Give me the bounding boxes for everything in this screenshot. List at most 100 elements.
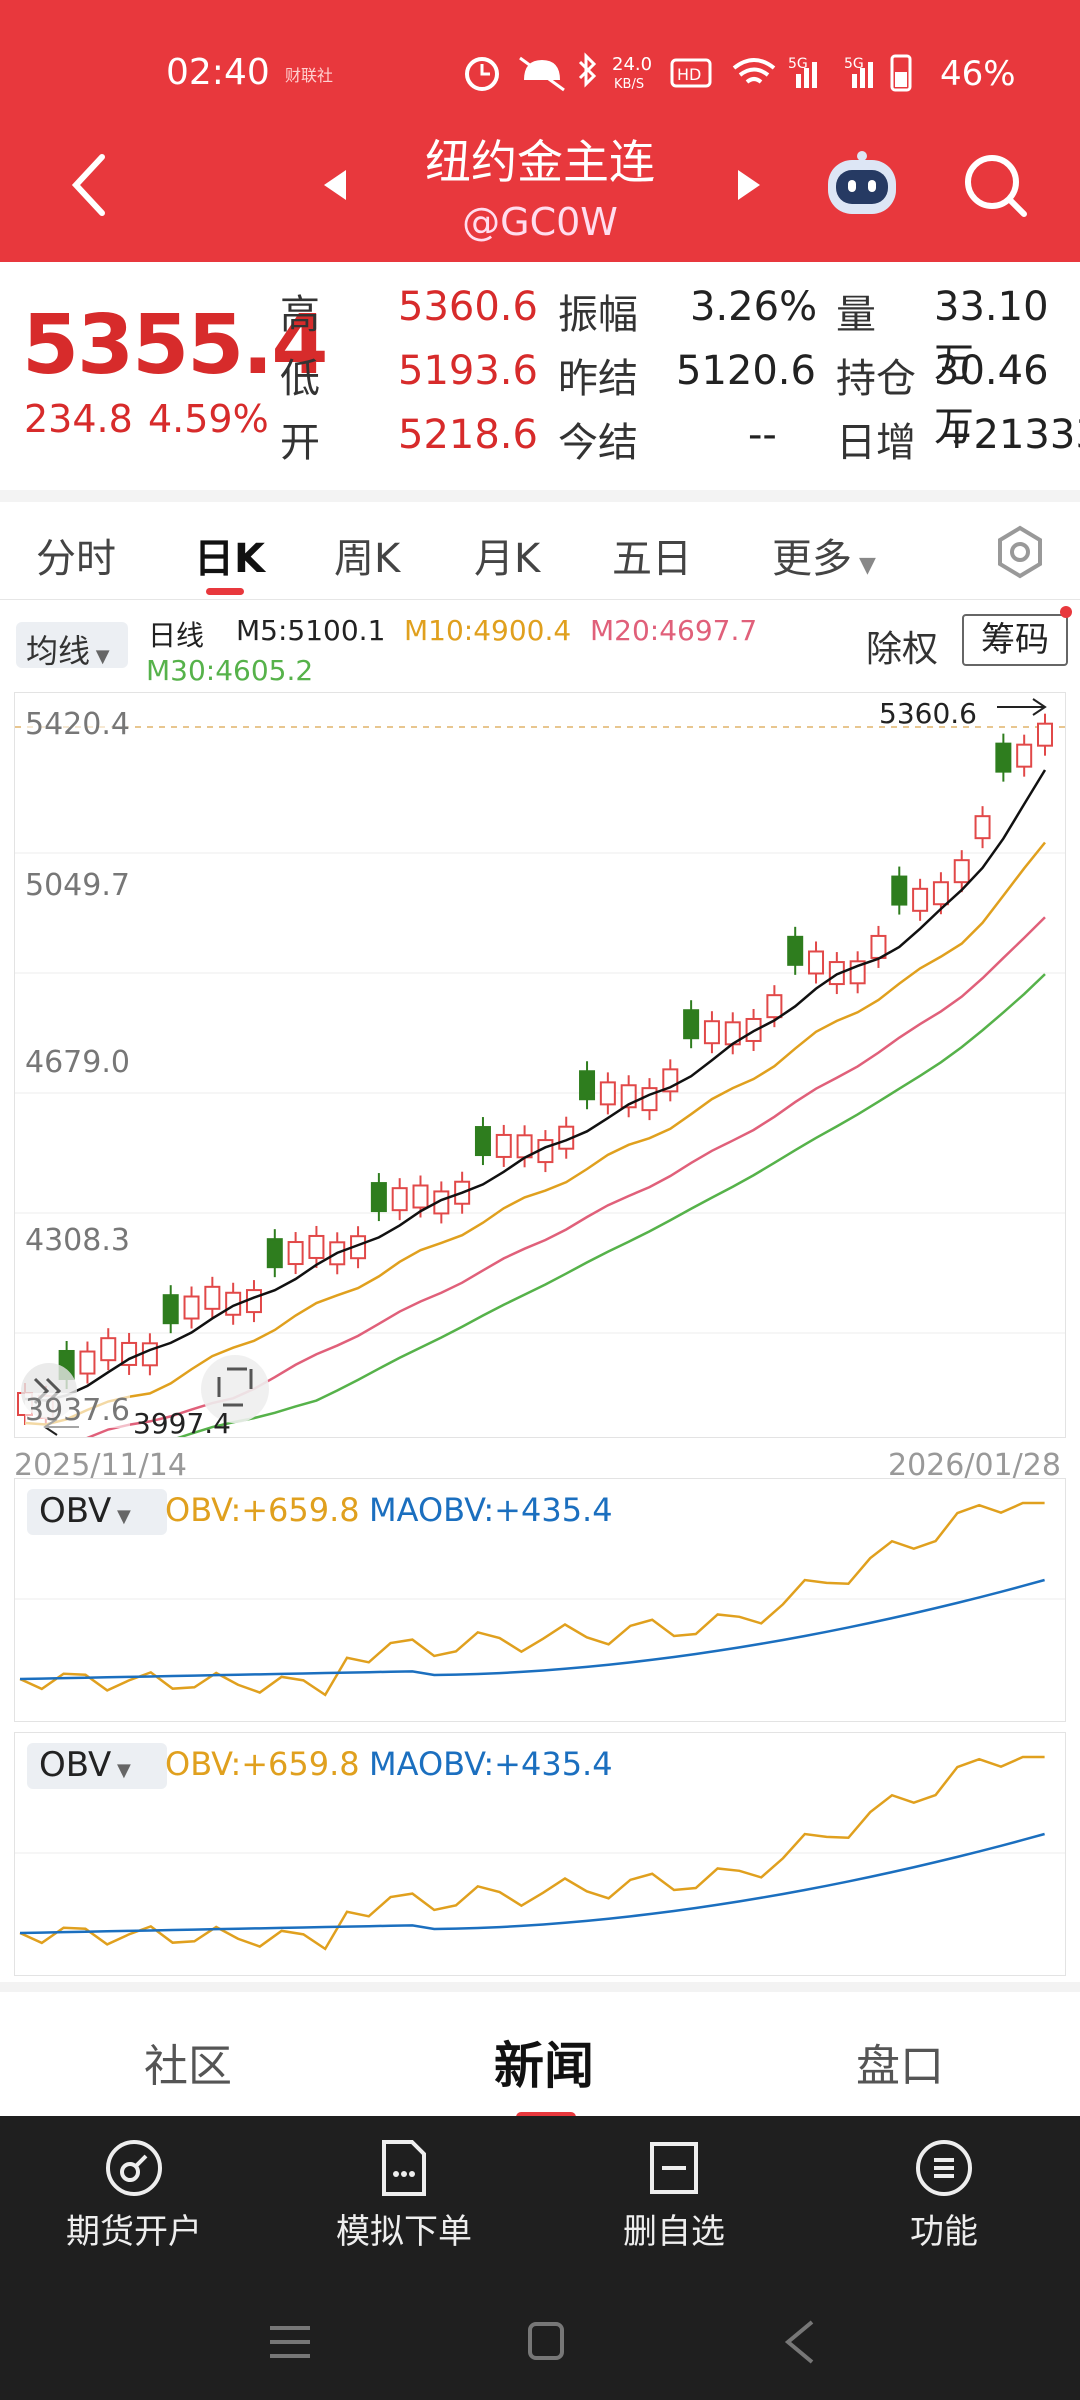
bottom-nav: 期货开户 模拟下单 删自选 功能	[0, 2116, 1080, 2400]
obv-selector-1[interactable]: OBV ▼	[27, 1489, 167, 1535]
svg-text:5G: 5G	[788, 56, 808, 72]
candle	[1016, 743, 1033, 768]
status-icons: 24.0 KB/S HD 5G 5G	[465, 52, 912, 92]
max-price-label: 5360.6	[879, 697, 977, 730]
obv-value-2: OBV:+659.8	[165, 1745, 360, 1783]
svg-text:KB/S: KB/S	[614, 77, 644, 92]
app-tag: 财联社	[285, 66, 334, 85]
daily-increase-value: +21333	[940, 412, 1080, 458]
high-label: 高	[280, 292, 320, 338]
candle	[787, 935, 804, 966]
svg-text:24.0: 24.0	[612, 54, 652, 75]
candle	[162, 1294, 179, 1325]
obv-panel-1: OBV ▼ OBV:+659.8 MAOBV:+435.4	[14, 1478, 1066, 1722]
y-tick-5049: 5049.7	[25, 868, 130, 903]
today-settle-value: --	[748, 412, 777, 458]
tab-weekly-k[interactable]: 周K	[334, 536, 401, 582]
svg-text:5G: 5G	[844, 56, 864, 72]
contract-symbol: @GC0W	[462, 200, 618, 244]
volume-label: 量	[836, 292, 876, 338]
obv-panel-2: OBV ▼ OBV:+659.8 MAOBV:+435.4	[14, 1732, 1066, 1976]
nav-open-account[interactable]: 期货开户	[34, 2136, 234, 2253]
candle	[995, 742, 1012, 773]
tab-more-label: 更多	[772, 536, 852, 582]
candle	[579, 1070, 596, 1101]
open-value: 5218.6	[398, 412, 538, 458]
candle	[953, 859, 970, 884]
candle	[370, 1182, 387, 1213]
maobv-value-2: MAOBV:+435.4	[369, 1745, 613, 1783]
y-tick-4679: 4679.0	[25, 1045, 130, 1080]
back-nav-icon[interactable]	[772, 2312, 832, 2372]
candle	[683, 1009, 700, 1040]
settings-icon[interactable]	[992, 524, 1048, 580]
next-contract-icon[interactable]	[734, 168, 764, 202]
candle	[495, 1133, 512, 1158]
candle	[474, 1126, 491, 1157]
obv-selector-2[interactable]: OBV ▼	[27, 1743, 167, 1789]
candle	[599, 1081, 616, 1106]
ma-selector[interactable]: 均线 ▼	[16, 622, 128, 670]
nav-functions[interactable]: 功能	[844, 2136, 1044, 2253]
search-icon[interactable]	[960, 150, 1030, 220]
nav-remove-favorite[interactable]: 删自选	[574, 2136, 774, 2253]
recent-apps-icon[interactable]	[260, 2312, 320, 2372]
quote-panel: 5355.4 234.8 4.59% 高 5360.6 低 5193.6 开 5…	[0, 262, 1080, 502]
home-icon[interactable]	[516, 2312, 576, 2372]
account-icon	[106, 2140, 162, 2196]
chart-period-tabs: 分时 日K 周K 月K 五日 更多 ▼	[0, 500, 1080, 600]
back-icon[interactable]	[60, 145, 120, 225]
candle	[79, 1350, 96, 1375]
candle	[932, 881, 949, 906]
tab-order-book[interactable]: 盘口	[856, 2041, 944, 2092]
nav-simulated-order[interactable]: 模拟下单	[304, 2136, 504, 2253]
price-change-percent: 4.59%	[148, 397, 269, 441]
obv-chart-2	[15, 1755, 1065, 1951]
obv-chart-1	[15, 1501, 1065, 1697]
tab-news[interactable]: 新闻	[494, 2037, 594, 2095]
document-icon	[382, 2140, 426, 2196]
open-interest-label: 持仓	[836, 356, 916, 402]
candle	[808, 950, 825, 975]
candle	[204, 1285, 221, 1310]
indicator-row: 均线 ▼ 日线 M5:5100.1 M10:4900.4 M20:4697.7 …	[0, 600, 1080, 690]
amplitude-value: 3.26%	[690, 284, 818, 330]
candle	[183, 1295, 200, 1320]
m30-value: M30:4605.2	[146, 654, 314, 687]
open-interest-value: 30.46万	[934, 348, 1049, 450]
today-settle-label: 今结	[558, 420, 638, 466]
tab-five-day[interactable]: 五日	[612, 536, 692, 582]
contract-title: 纽约金主连	[425, 135, 655, 189]
status-bar: 02:40 财联社 24.0 KB/S HD 5G 5G 46%	[0, 48, 1080, 98]
tab-intraday[interactable]: 分时	[36, 536, 116, 582]
app-header: 02:40 财联社 24.0 KB/S HD 5G 5G 46% 纽约金主连 @…	[0, 0, 1080, 262]
candlestick-svg	[15, 698, 1065, 1478]
ex-rights-toggle[interactable]: 除权	[866, 629, 939, 670]
robot-assistant-icon[interactable]	[822, 150, 902, 220]
candle	[266, 1238, 283, 1269]
candle	[245, 1289, 262, 1314]
nav-simulated-order-label: 模拟下单	[336, 2212, 472, 2252]
tab-more[interactable]: 更多 ▼	[772, 526, 876, 584]
candle	[1037, 722, 1053, 747]
y-tick-3937: 3937.6	[25, 1393, 130, 1428]
svg-text:HD: HD	[677, 65, 701, 84]
prev-contract-icon[interactable]	[320, 168, 350, 202]
tab-community[interactable]: 社区	[144, 2041, 232, 2092]
candle	[100, 1337, 117, 1362]
volume-value: 33.10万	[934, 284, 1049, 386]
m5-value: M5:5100.1	[236, 614, 386, 647]
candle	[141, 1342, 158, 1367]
chart-end-date: 2026/01/28	[888, 1448, 1061, 1483]
tab-monthly-k[interactable]: 月K	[474, 536, 541, 582]
y-tick-4308: 4308.3	[25, 1223, 130, 1258]
status-time: 02:40	[166, 52, 270, 93]
candlestick-chart[interactable]: 5420.4 5049.7 4679.0 4308.3 3937.6 5360.…	[14, 692, 1066, 1478]
dropdown-arrow-icon: ▼	[852, 553, 876, 578]
candle	[703, 1020, 720, 1045]
tab-daily-k[interactable]: 日K	[194, 536, 265, 582]
dropdown-arrow-icon: ▼	[111, 1506, 131, 1527]
candle	[766, 994, 783, 1019]
chip-distribution-button[interactable]: 筹码	[962, 614, 1068, 666]
m20-value: M20:4697.7	[590, 614, 758, 647]
